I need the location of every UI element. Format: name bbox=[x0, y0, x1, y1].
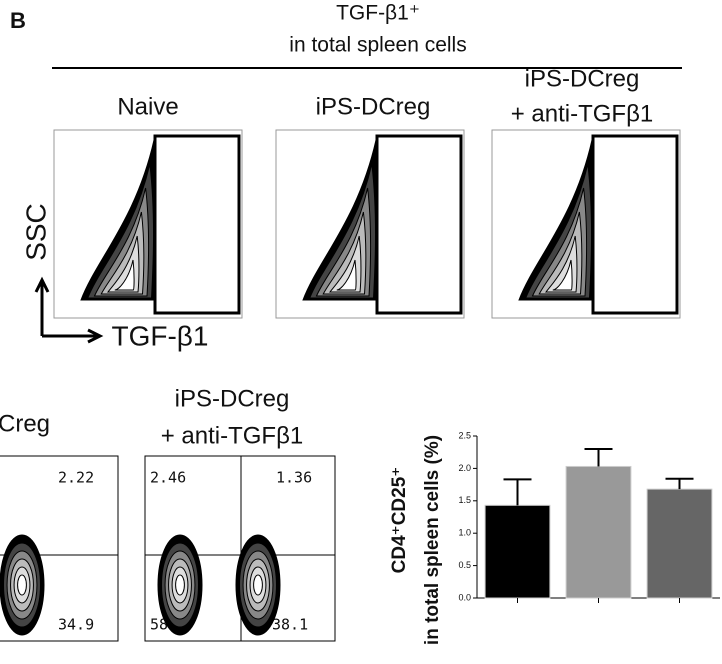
plot-title: iPS-DCreg bbox=[316, 93, 431, 120]
plot-frame bbox=[0, 455, 119, 642]
plot-title: + anti-TGFβ1 bbox=[161, 422, 304, 449]
error-bar bbox=[503, 478, 532, 506]
header-line: TGF-β1⁺ bbox=[336, 2, 420, 25]
y-tick-label: 1.0 bbox=[458, 528, 471, 538]
axis-arrows bbox=[34, 276, 104, 344]
bar bbox=[646, 488, 713, 599]
plot-title: iPS-DCreg bbox=[525, 65, 640, 92]
quadrant-value: 1.36 bbox=[276, 469, 312, 487]
plot-title: Naive bbox=[117, 93, 178, 120]
quadrant-value: 2.22 bbox=[58, 469, 94, 487]
gate bbox=[375, 134, 463, 315]
quadrant-value: 34.9 bbox=[58, 616, 94, 634]
gate bbox=[153, 134, 241, 315]
plot-title: iPS-DCreg bbox=[175, 385, 290, 412]
plot-title: + anti-TGFβ1 bbox=[511, 100, 654, 127]
density-contour bbox=[175, 574, 185, 596]
density-contour bbox=[552, 259, 573, 291]
plot-frame bbox=[144, 455, 336, 642]
density-contour bbox=[114, 259, 135, 291]
y-axis-label: CD4⁺CD25⁺ bbox=[389, 467, 410, 574]
y-tick-label: 1.5 bbox=[458, 495, 471, 505]
density-contour bbox=[253, 574, 263, 596]
header-line: in total spleen cells bbox=[289, 34, 466, 57]
density-contour bbox=[17, 574, 27, 596]
y-tick-label: 0.0 bbox=[458, 592, 471, 602]
error-bar bbox=[584, 447, 613, 467]
panel-label: B bbox=[10, 8, 26, 33]
bar bbox=[484, 504, 551, 599]
gate bbox=[591, 134, 679, 315]
bar bbox=[565, 465, 632, 599]
axis-label: TGF-β1 bbox=[112, 320, 209, 351]
quadrant-value: 38.1 bbox=[272, 616, 308, 634]
quadrant-value: 2.46 bbox=[150, 469, 186, 487]
y-tick-label: 2.0 bbox=[458, 463, 471, 473]
density-contour bbox=[336, 259, 357, 291]
axis-label: SSC bbox=[20, 203, 51, 261]
plot-title: Creg bbox=[0, 410, 50, 437]
y-axis-label: in total spleen cells (%) bbox=[422, 435, 443, 645]
error-bar bbox=[665, 477, 694, 490]
y-tick-label: 0.5 bbox=[458, 560, 471, 570]
y-tick-label: 2.5 bbox=[458, 430, 471, 440]
